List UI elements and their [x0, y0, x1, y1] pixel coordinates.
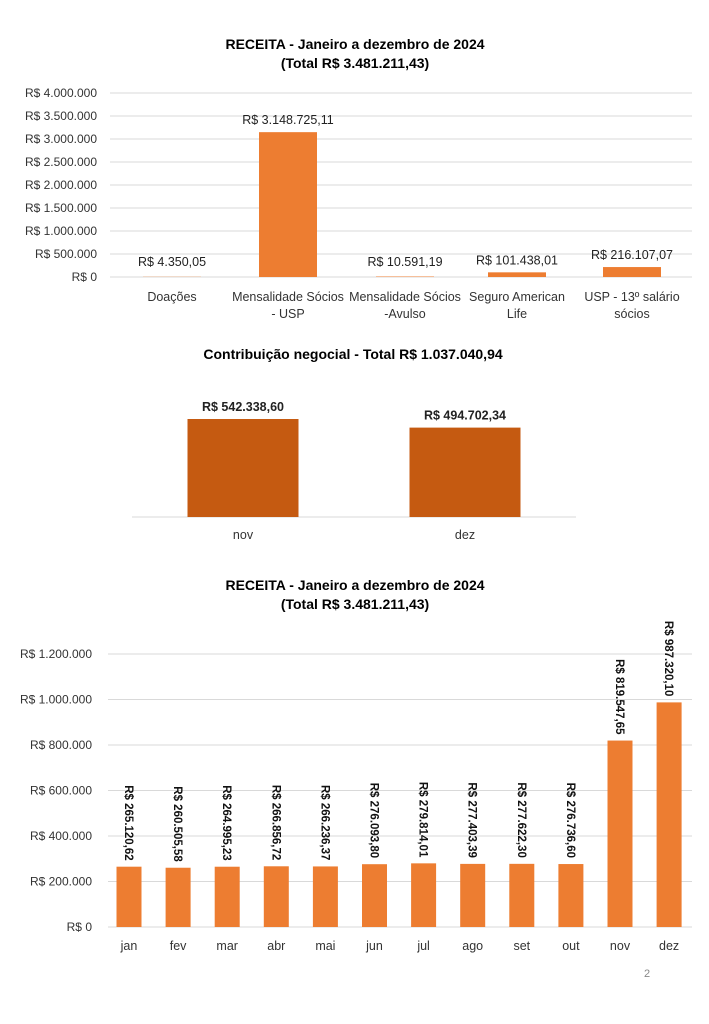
chart-title: Contribuição negocial - Total R$ 1.037.0… [203, 346, 502, 362]
data-label: R$ 987.320,10 [662, 621, 674, 696]
bar [165, 867, 191, 927]
category-label: -Avulso [384, 307, 426, 321]
bar [409, 427, 521, 517]
category-label: fev [170, 939, 187, 953]
bar [116, 866, 142, 927]
bar [259, 132, 317, 277]
bar [263, 866, 289, 927]
bar [187, 419, 299, 517]
category-label: jun [365, 939, 383, 953]
category-label: Mensalidade Sócios [232, 290, 344, 304]
bar [607, 740, 633, 927]
category-label: out [562, 939, 580, 953]
chart-subtitle: (Total R$ 3.481.211,43) [281, 55, 429, 71]
bar [509, 863, 535, 927]
data-label: R$ 276.736,60 [564, 783, 576, 858]
category-label: sócios [614, 307, 649, 321]
chart-title: RECEITA - Janeiro a dezembro de 2024 [225, 577, 484, 593]
category-label: USP - 13º salário [584, 290, 679, 304]
data-label: R$ 101.438,01 [476, 253, 558, 267]
category-label: - USP [271, 307, 304, 321]
data-label: R$ 542.338,60 [202, 400, 284, 414]
data-label: R$ 277.403,39 [466, 782, 478, 857]
category-label: dez [659, 939, 679, 953]
y-tick-label: R$ 1.500.000 [25, 201, 97, 215]
data-label: R$ 819.547,65 [613, 659, 625, 735]
category-label: abr [267, 939, 285, 953]
y-tick-label: R$ 1.000.000 [25, 224, 97, 238]
bar [362, 864, 387, 927]
y-tick-label: R$ 1.200.000 [20, 647, 92, 661]
data-label: R$ 279.814,01 [417, 782, 429, 858]
category-label: Seguro American [469, 290, 565, 304]
data-label: R$ 4.350,05 [138, 255, 206, 269]
category-label: mai [315, 939, 335, 953]
data-label: R$ 266.856,72 [269, 785, 281, 860]
data-label: R$ 276.093,80 [368, 783, 380, 858]
bar [312, 866, 338, 927]
category-label: dez [455, 528, 475, 542]
data-label: R$ 494.702,34 [424, 409, 506, 423]
y-tick-label: R$ 0 [67, 920, 93, 934]
category-label: nov [610, 939, 631, 953]
data-label: R$ 264.995,23 [220, 785, 232, 860]
data-label: R$ 260.505,58 [171, 786, 183, 862]
bar [656, 702, 682, 927]
y-tick-label: R$ 2.000.000 [25, 178, 97, 192]
category-label: set [513, 939, 530, 953]
chart-title: RECEITA - Janeiro a dezembro de 2024 [225, 36, 484, 52]
page-number: 2 [644, 968, 651, 980]
category-label: jan [120, 939, 138, 953]
y-tick-label: R$ 3.000.000 [25, 132, 97, 146]
chart-subtitle: (Total R$ 3.481.211,43) [281, 596, 429, 612]
bar [460, 863, 486, 927]
data-label: R$ 266.236,37 [318, 785, 330, 860]
y-tick-label: R$ 1.000.000 [20, 693, 92, 707]
category-label: Doações [147, 290, 196, 304]
y-tick-label: R$ 200.000 [30, 875, 92, 889]
y-tick-label: R$ 0 [72, 270, 98, 284]
bar [488, 272, 546, 277]
data-label: R$ 3.148.725,11 [242, 113, 334, 127]
category-label: ago [462, 939, 483, 953]
y-tick-label: R$ 600.000 [30, 784, 92, 798]
category-label: mar [216, 939, 238, 953]
data-label: R$ 277.622,30 [515, 782, 527, 857]
data-label: R$ 10.591,19 [367, 255, 442, 269]
y-tick-label: R$ 800.000 [30, 738, 92, 752]
data-label: R$ 265.120,62 [122, 785, 134, 860]
category-label: Life [507, 307, 527, 321]
y-tick-label: R$ 400.000 [30, 829, 92, 843]
y-tick-label: R$ 500.000 [35, 247, 97, 261]
y-tick-label: R$ 3.500.000 [25, 109, 97, 123]
bar [558, 864, 584, 927]
bar [411, 863, 437, 927]
bar [603, 267, 661, 277]
data-label: R$ 216.107,07 [591, 248, 673, 262]
bar [214, 866, 240, 927]
category-label: jul [416, 939, 430, 953]
y-tick-label: R$ 2.500.000 [25, 155, 97, 169]
y-tick-label: R$ 4.000.000 [25, 86, 97, 100]
category-label: nov [233, 528, 254, 542]
category-label: Mensalidade Sócios [349, 290, 461, 304]
